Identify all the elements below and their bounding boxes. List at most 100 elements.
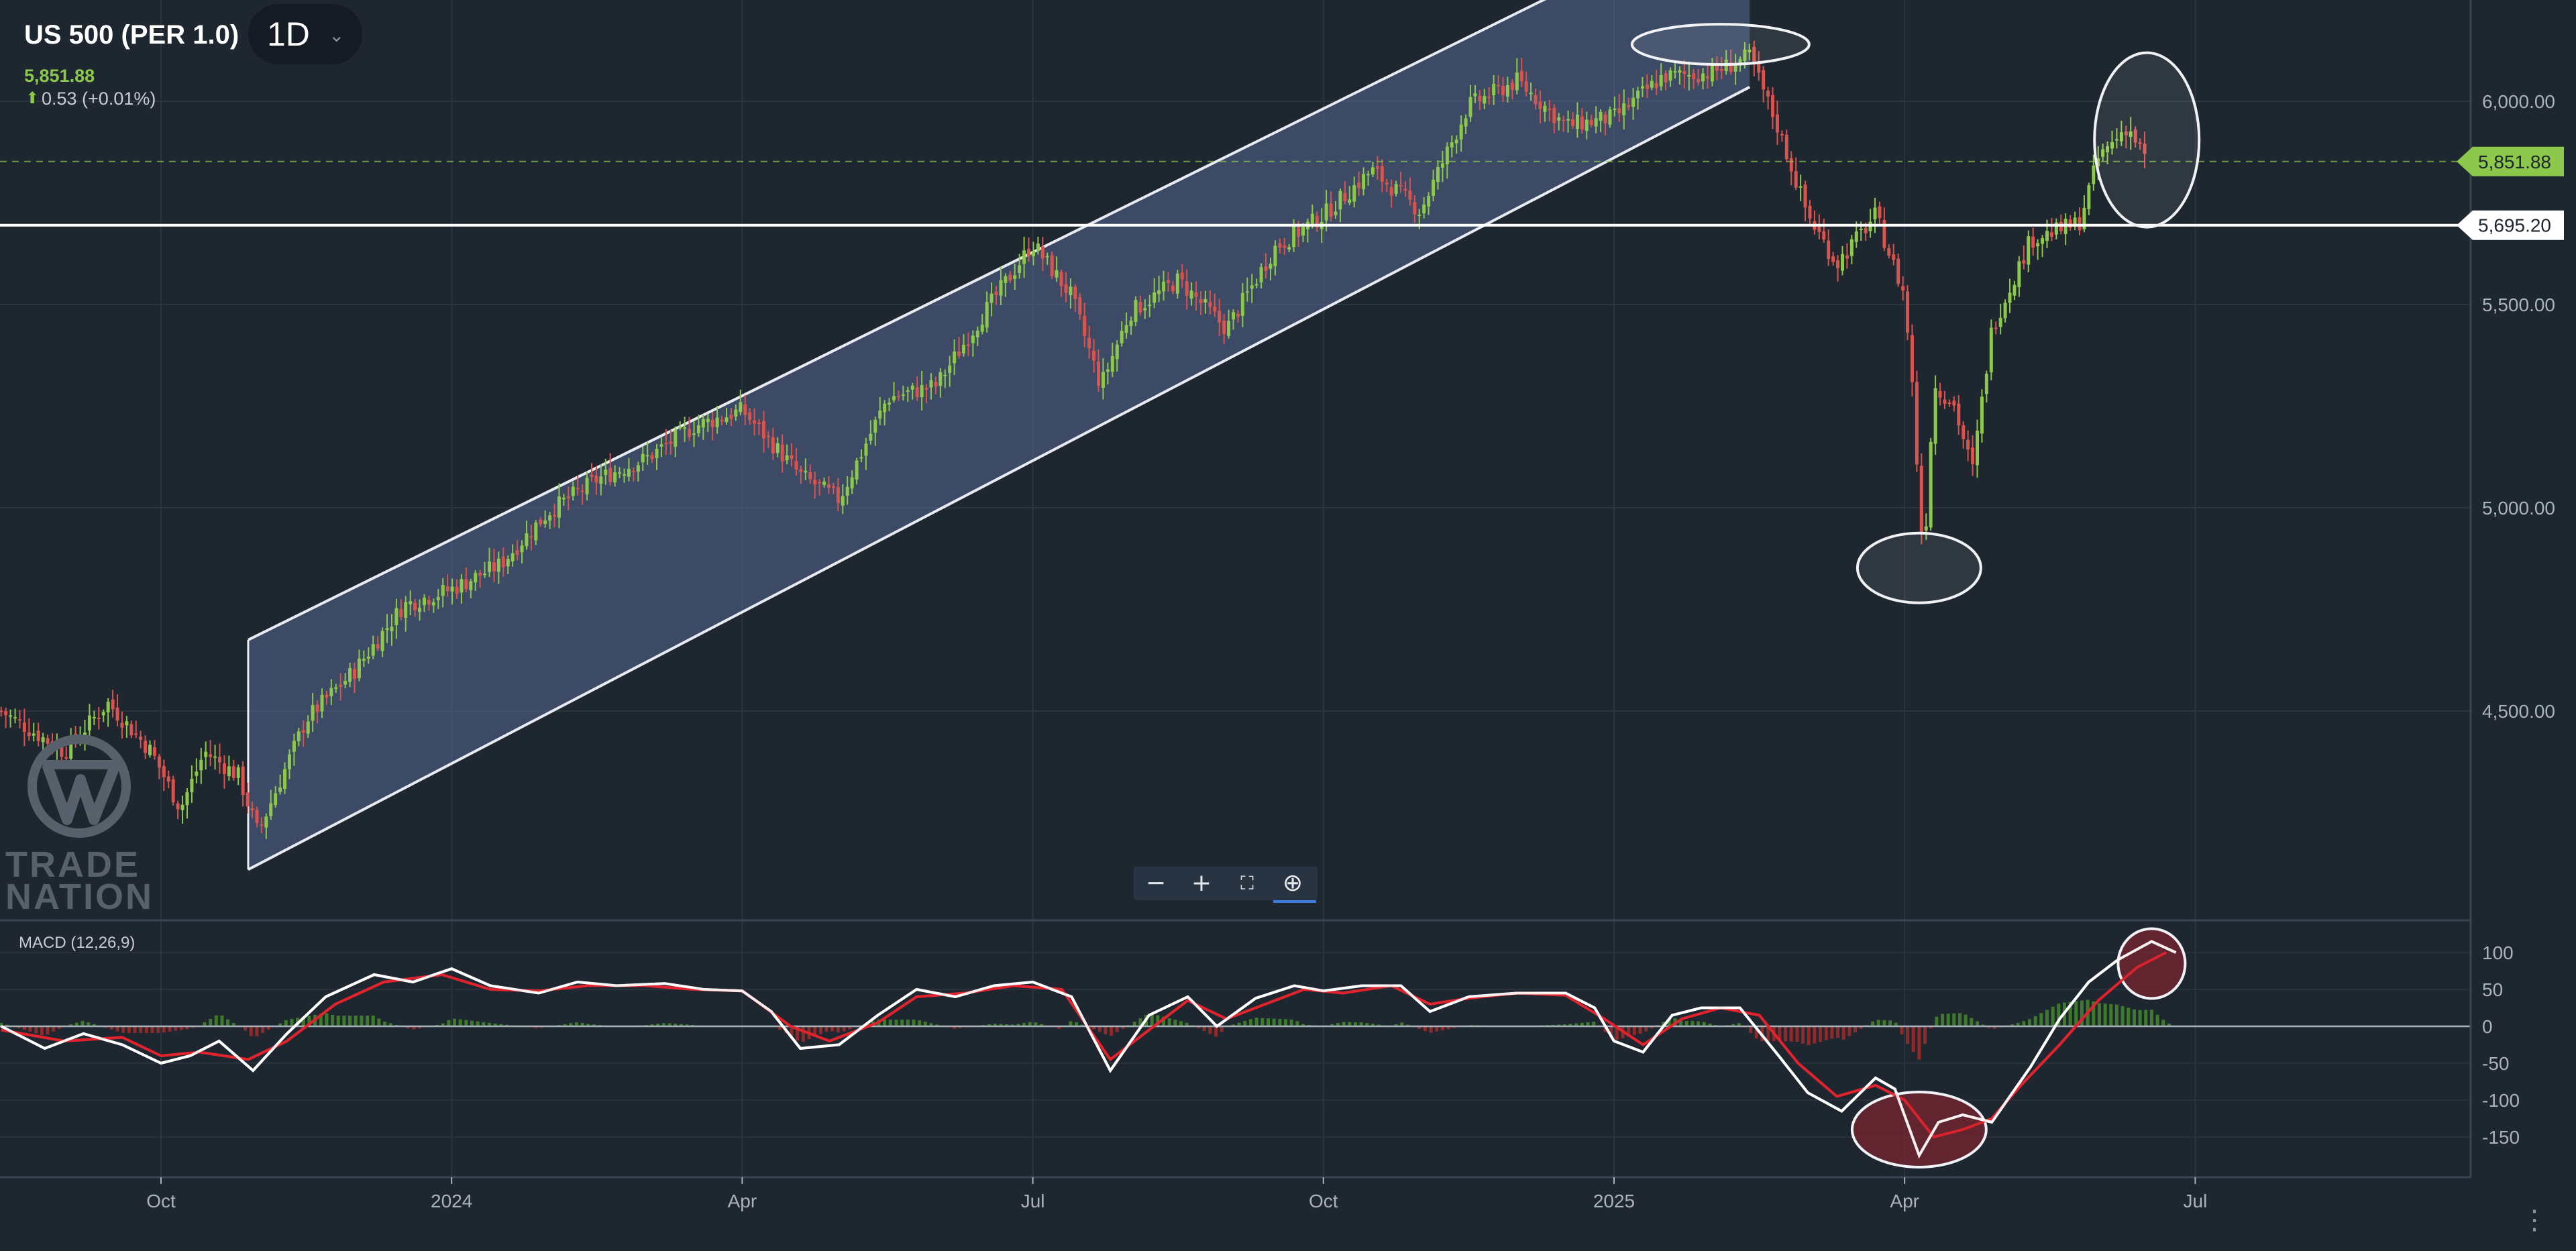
candle-body: [1557, 117, 1561, 121]
candle-body: [999, 280, 1003, 296]
candle-body: [604, 469, 608, 476]
macd-histogram-bar: [383, 1021, 387, 1026]
macd-histogram-bar: [34, 1026, 38, 1034]
candle-body: [1966, 439, 1970, 450]
candle-body: [790, 455, 794, 459]
macd-histogram-bar: [1847, 1026, 1851, 1036]
zoom-out-button[interactable]: −: [1145, 869, 1167, 897]
candle-body: [460, 579, 464, 593]
macd-histogram-bar: [1929, 1026, 1933, 1028]
candle-body: [775, 443, 780, 453]
candle-body: [283, 769, 287, 789]
candle-body: [924, 387, 928, 390]
candle-body: [1552, 107, 1556, 123]
annotation-ellipse: [1630, 23, 1811, 66]
candle-body: [669, 441, 673, 444]
candle-body: [766, 435, 770, 437]
chevron-down-icon[interactable]: ⌄: [329, 24, 345, 46]
candle-body: [534, 523, 538, 541]
candle-body: [1570, 119, 1574, 126]
candle-body: [1929, 441, 1933, 528]
candle-body: [218, 757, 222, 763]
candle-body: [2143, 144, 2147, 154]
macd-histogram-bar: [580, 1022, 584, 1026]
candle-body: [176, 803, 180, 810]
macd-histogram-bar: [441, 1023, 445, 1026]
candle-body: [129, 724, 133, 736]
candle-body: [1505, 85, 1509, 97]
candle-body: [994, 291, 998, 295]
fit-screen-button[interactable]: ⛶: [1240, 872, 1254, 894]
macd-histogram-bar: [918, 1020, 922, 1026]
macd-histogram-bar: [226, 1019, 230, 1026]
candle-body: [771, 437, 775, 453]
candle-body: [2133, 129, 2137, 143]
macd-histogram-bar: [1819, 1026, 1823, 1042]
candle-body: [488, 561, 492, 572]
macd-histogram-bar: [1097, 1026, 1102, 1032]
candle-body: [631, 471, 635, 473]
candle-body: [1445, 146, 1449, 164]
candle-body: [753, 420, 757, 424]
candle-body: [9, 715, 13, 717]
price-tick-label: 5,500.00: [2482, 294, 2555, 315]
macd-histogram-bar: [156, 1026, 160, 1033]
candle-body: [975, 331, 979, 337]
candle-body: [1343, 193, 1347, 201]
macd-line: [0, 940, 2177, 1159]
macd-histogram-bar: [388, 1023, 392, 1026]
price-lines: [0, 160, 2471, 227]
macd-histogram-bar: [278, 1023, 282, 1026]
candle-body: [1092, 350, 1096, 361]
candle-body: [1334, 211, 1338, 215]
macd-histogram-bar: [1958, 1013, 1962, 1026]
macd-histogram-bar: [1684, 1020, 1688, 1026]
macd-histogram-bar: [1295, 1021, 1299, 1026]
candle-body: [501, 557, 505, 567]
macd-histogram-bar: [1348, 1022, 1352, 1026]
macd-histogram-bar: [1702, 1022, 1706, 1026]
timeframe-label[interactable]: 1D: [267, 15, 310, 53]
macd-histogram-bar: [255, 1026, 259, 1036]
macd-histogram-bar: [2010, 1024, 2014, 1026]
candle-body: [17, 719, 21, 721]
candle-body: [1617, 108, 1621, 113]
macd-histogram-bar: [127, 1026, 131, 1033]
timeframe-selector[interactable]: [248, 4, 362, 64]
macd-histogram-bar: [2039, 1013, 2043, 1026]
zoom-search-button[interactable]: ⊕: [1282, 869, 1303, 897]
candle-body: [2027, 236, 2031, 265]
candle-body: [1083, 316, 1087, 337]
candle-body: [1213, 307, 1217, 312]
macd-histogram-bar: [209, 1018, 213, 1026]
zoom-in-button[interactable]: +: [1191, 869, 1212, 897]
annotations[interactable]: [0, 23, 2201, 1168]
candle-body: [720, 420, 724, 422]
macd-histogram-bar: [52, 1026, 56, 1032]
candle-body: [1301, 227, 1305, 236]
candle-body: [1283, 245, 1287, 248]
candle-body: [13, 717, 17, 719]
candle-body: [1919, 466, 1923, 534]
more-options-icon[interactable]: ⋮: [2521, 1205, 2548, 1236]
candle-body: [710, 419, 714, 427]
macd-histogram-bar: [1824, 1026, 1828, 1040]
time-tick-label: Oct: [146, 1191, 176, 1211]
macd-histogram-bar: [2114, 1004, 2118, 1026]
candle-body: [1603, 114, 1607, 124]
candle-body: [329, 688, 333, 696]
macd-histogram-bar: [2167, 1023, 2171, 1026]
macd-histogram-bar: [1138, 1018, 1142, 1026]
trend-channel[interactable]: [247, 0, 1751, 871]
candle-body: [1510, 83, 1514, 90]
macd-histogram-bar: [1789, 1026, 1793, 1042]
candle-body: [274, 793, 278, 806]
candle-body: [115, 707, 119, 721]
candle-body: [1701, 73, 1705, 82]
candle-body: [371, 644, 375, 656]
candle-body: [1050, 255, 1054, 276]
candle-body: [636, 465, 640, 472]
macd-histogram-bar: [17, 1026, 21, 1028]
candle-body: [799, 469, 803, 472]
